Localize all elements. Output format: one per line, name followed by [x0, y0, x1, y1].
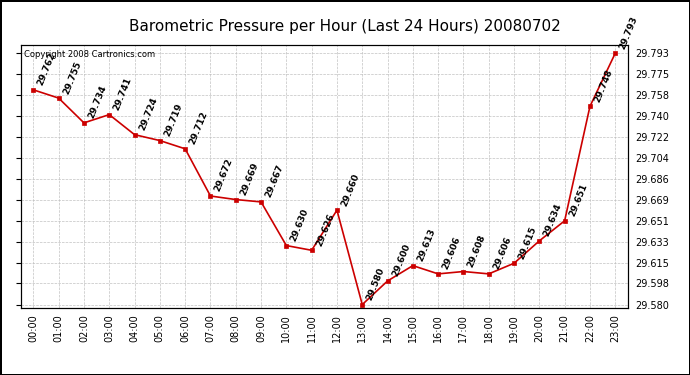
Text: 29.734: 29.734	[87, 84, 108, 120]
Text: 29.724: 29.724	[137, 96, 159, 132]
Text: 29.606: 29.606	[441, 236, 462, 271]
Text: 29.719: 29.719	[163, 102, 184, 138]
Text: 29.580: 29.580	[365, 266, 386, 302]
Text: 29.626: 29.626	[315, 212, 336, 248]
Text: Copyright 2008 Cartronics.com: Copyright 2008 Cartronics.com	[23, 50, 155, 59]
Text: 29.606: 29.606	[491, 236, 513, 271]
Text: 29.634: 29.634	[542, 202, 564, 238]
Text: 29.793: 29.793	[618, 15, 640, 51]
Text: Barometric Pressure per Hour (Last 24 Hours) 20080702: Barometric Pressure per Hour (Last 24 Ho…	[129, 19, 561, 34]
Text: 29.613: 29.613	[415, 227, 437, 263]
Text: 29.741: 29.741	[112, 76, 133, 112]
Text: 29.630: 29.630	[289, 207, 311, 243]
Text: 29.667: 29.667	[264, 164, 285, 199]
Text: 29.600: 29.600	[391, 243, 412, 278]
Text: 29.615: 29.615	[517, 225, 538, 261]
Text: 29.669: 29.669	[239, 161, 260, 197]
Text: 29.748: 29.748	[593, 68, 614, 104]
Text: 29.660: 29.660	[339, 172, 361, 207]
Text: 29.762: 29.762	[36, 51, 57, 87]
Text: 29.608: 29.608	[466, 233, 488, 269]
Text: 29.672: 29.672	[213, 158, 235, 193]
Text: 29.755: 29.755	[61, 60, 83, 95]
Text: 29.712: 29.712	[188, 110, 209, 146]
Text: 29.651: 29.651	[567, 182, 589, 218]
